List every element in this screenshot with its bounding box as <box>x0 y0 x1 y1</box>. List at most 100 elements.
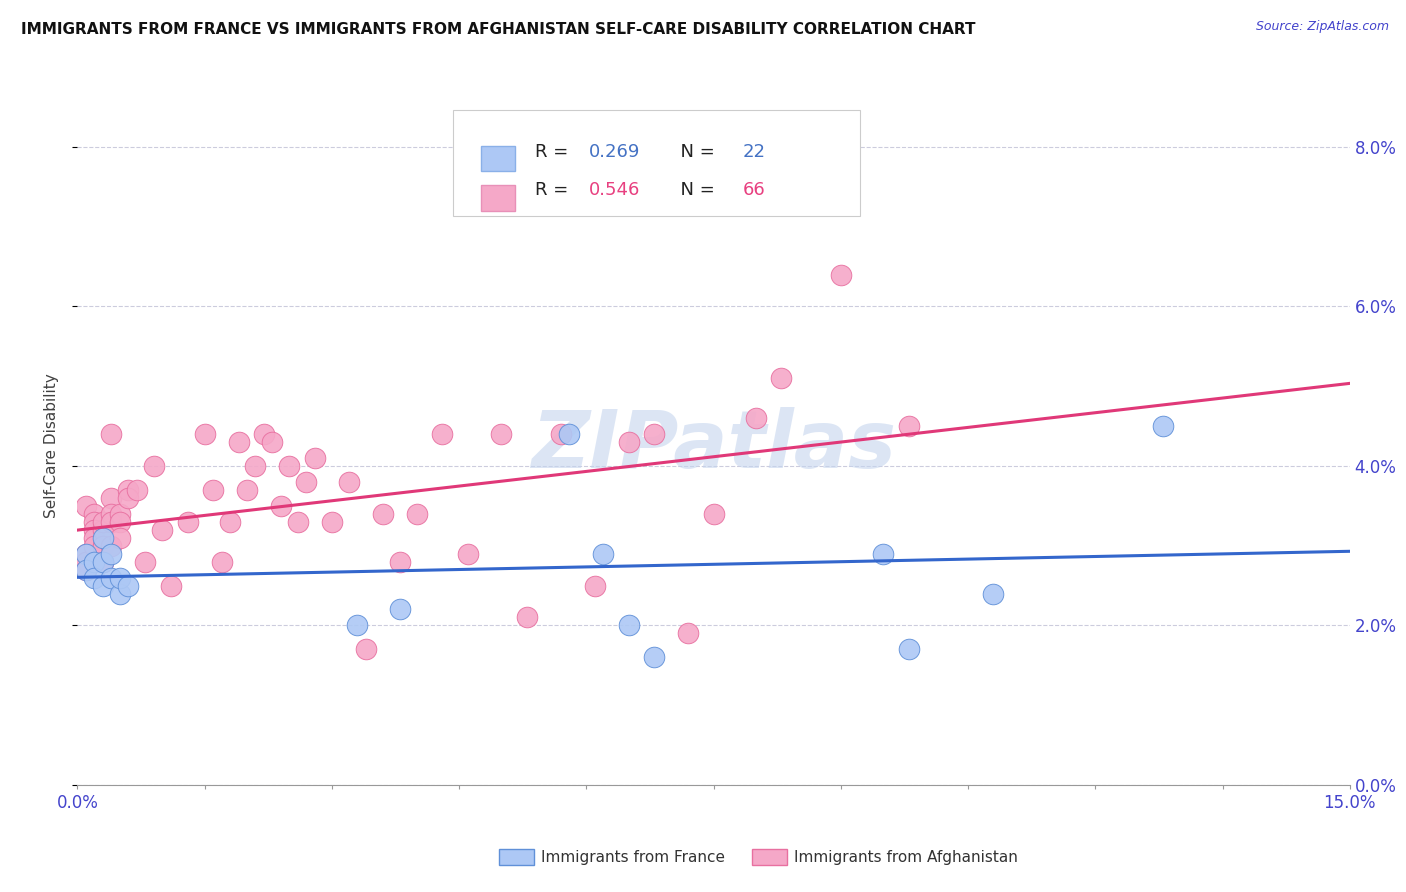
Point <box>617 618 640 632</box>
Point <box>83 539 105 553</box>
Point <box>770 371 793 385</box>
Point <box>253 427 276 442</box>
Text: 0.269: 0.269 <box>589 143 640 161</box>
Point <box>91 531 114 545</box>
Point <box>617 435 640 450</box>
Point <box>108 531 131 545</box>
Text: R =: R = <box>536 181 575 200</box>
Text: IMMIGRANTS FROM FRANCE VS IMMIGRANTS FROM AFGHANISTAN SELF-CARE DISABILITY CORRE: IMMIGRANTS FROM FRANCE VS IMMIGRANTS FRO… <box>21 22 976 37</box>
Point <box>371 507 394 521</box>
Point <box>117 483 139 497</box>
Point <box>91 523 114 537</box>
Point <box>643 427 665 442</box>
Point <box>228 435 250 450</box>
Point <box>354 642 377 657</box>
Point <box>91 555 114 569</box>
Point <box>202 483 225 497</box>
Point <box>262 435 284 450</box>
Point <box>897 642 920 657</box>
Point <box>100 539 122 553</box>
Text: Immigrants from France: Immigrants from France <box>541 850 725 864</box>
Point <box>108 571 131 585</box>
Point <box>159 578 181 592</box>
Point <box>125 483 148 497</box>
Point <box>134 555 156 569</box>
Point <box>100 507 122 521</box>
Point <box>388 555 411 569</box>
Point <box>117 578 139 592</box>
Point <box>295 475 318 489</box>
FancyBboxPatch shape <box>481 145 515 171</box>
Point <box>83 555 105 569</box>
Point <box>270 499 292 513</box>
Point <box>592 547 614 561</box>
Text: R =: R = <box>536 143 575 161</box>
Point <box>75 563 97 577</box>
Point <box>304 450 326 465</box>
Point <box>108 586 131 600</box>
Point <box>643 650 665 665</box>
Point <box>91 555 114 569</box>
Text: 0.546: 0.546 <box>589 181 640 200</box>
Point <box>91 539 114 553</box>
Point <box>100 515 122 529</box>
Point <box>75 547 97 561</box>
Point <box>676 626 699 640</box>
Point <box>405 507 427 521</box>
Point <box>558 427 581 442</box>
Point <box>430 427 453 442</box>
Point <box>75 563 97 577</box>
Text: Source: ZipAtlas.com: Source: ZipAtlas.com <box>1256 20 1389 33</box>
Text: 66: 66 <box>742 181 765 200</box>
FancyBboxPatch shape <box>453 111 860 216</box>
Point <box>211 555 233 569</box>
Text: 22: 22 <box>742 143 766 161</box>
Point <box>91 515 114 529</box>
Point <box>346 618 368 632</box>
Point <box>100 427 122 442</box>
FancyBboxPatch shape <box>481 185 515 211</box>
Point <box>1152 419 1174 434</box>
Point <box>278 458 301 473</box>
Point <box>75 499 97 513</box>
Point <box>388 602 411 616</box>
Point <box>194 427 217 442</box>
Point <box>83 531 105 545</box>
Point <box>91 539 114 553</box>
Point <box>236 483 259 497</box>
Text: ZIPatlas: ZIPatlas <box>531 407 896 485</box>
Point <box>100 491 122 505</box>
Point <box>91 555 114 569</box>
Point <box>100 547 122 561</box>
Point <box>83 523 105 537</box>
Point <box>83 571 105 585</box>
Point <box>75 547 97 561</box>
Point <box>75 555 97 569</box>
Point <box>703 507 725 521</box>
Point <box>100 571 122 585</box>
Point <box>457 547 479 561</box>
Point <box>75 555 97 569</box>
Point <box>245 458 267 473</box>
Point <box>897 419 920 434</box>
Point <box>91 578 114 592</box>
Point <box>83 515 105 529</box>
Point <box>583 578 606 592</box>
Text: N =: N = <box>669 143 720 161</box>
Point <box>108 507 131 521</box>
Text: N =: N = <box>669 181 720 200</box>
Point <box>219 515 242 529</box>
Y-axis label: Self-Care Disability: Self-Care Disability <box>44 374 59 518</box>
Point <box>176 515 198 529</box>
Point <box>142 458 165 473</box>
Point <box>516 610 538 624</box>
Text: Immigrants from Afghanistan: Immigrants from Afghanistan <box>794 850 1018 864</box>
Point <box>150 523 173 537</box>
Point <box>108 515 131 529</box>
Point <box>117 491 139 505</box>
Point <box>983 586 1005 600</box>
Point <box>550 427 572 442</box>
Point <box>287 515 309 529</box>
Point <box>83 507 105 521</box>
Point <box>337 475 360 489</box>
